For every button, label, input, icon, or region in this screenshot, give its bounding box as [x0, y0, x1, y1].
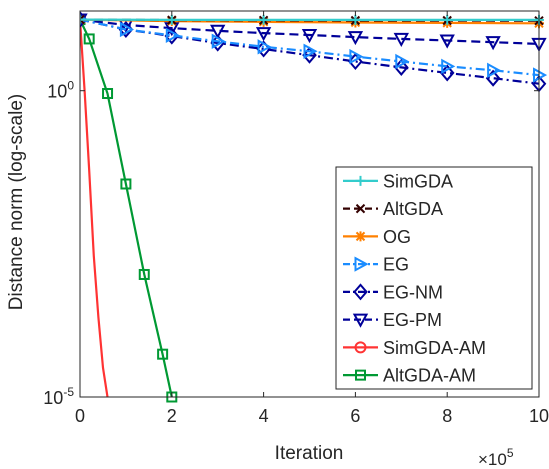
- data-point-simgda: [350, 14, 361, 25]
- data-point-eg: [211, 33, 226, 49]
- x-tick-label: 4: [259, 406, 269, 426]
- y-tick-label-base: 10: [43, 388, 63, 408]
- data-point-simgda: [442, 14, 453, 25]
- x-axis-exponent: ×105: [478, 446, 514, 469]
- data-point-altgda-am: [102, 88, 114, 100]
- legend-label: EG-NM: [383, 282, 443, 302]
- legend-entry-altgda: AltGDA: [343, 199, 443, 219]
- x-tick-label: 2: [167, 406, 177, 426]
- legend-swatch-marker: [355, 203, 366, 214]
- data-point-altgda: [80, 14, 85, 25]
- legend-swatch-marker: [354, 256, 369, 272]
- legend-swatch-marker: [353, 283, 368, 301]
- data-point-simgda: [258, 14, 269, 25]
- legend-label: EG-PM: [383, 310, 442, 330]
- y-tick-label: 10-5: [43, 385, 74, 408]
- data-point-eg: [395, 53, 410, 70]
- series-eg: [80, 15, 547, 83]
- series-line-simgda-am: [80, 19, 109, 398]
- data-point-altgda-am: [120, 178, 132, 190]
- x-tick-label: 10: [529, 406, 549, 426]
- legend-entry-simgda-am: SimGDA-AM: [343, 338, 486, 358]
- data-point-eg-pm: [347, 31, 364, 46]
- data-point-simgda: [80, 14, 85, 25]
- data-point-eg-pm: [439, 34, 455, 49]
- legend-entry-eg: EG: [343, 255, 409, 275]
- x-axis-label: Iteration: [275, 443, 344, 464]
- data-point-simgda: [166, 14, 177, 25]
- legend-entry-og: OG: [343, 227, 411, 247]
- x-tick-label: 8: [442, 406, 452, 426]
- legend-label: AltGDA-AM: [383, 366, 476, 386]
- legend-label: SimGDA: [383, 171, 453, 191]
- data-point-eg: [119, 21, 134, 38]
- data-point-eg-nm: [80, 11, 88, 29]
- data-point-altgda-am: [83, 33, 95, 45]
- data-point-altgda-am: [138, 268, 150, 280]
- series-line-altgda-am: [80, 19, 173, 398]
- series-line-eg: [80, 18, 540, 77]
- legend-entry-eg-nm: EG-NM: [343, 282, 443, 302]
- data-point-eg: [257, 39, 272, 55]
- legend-swatch-marker: [352, 313, 369, 328]
- legend-entry-eg-pm: EG-PM: [343, 310, 442, 330]
- legend-swatch-marker: [355, 175, 366, 186]
- axes-box: [79, 10, 540, 398]
- legend-entry-simgda: SimGDA: [343, 171, 453, 191]
- data-point-eg: [165, 27, 180, 44]
- series-simgda: [80, 14, 544, 25]
- legend-swatch-marker: [354, 341, 367, 354]
- y-tick-label: 100: [47, 79, 74, 102]
- legend-entry-altgda-am: AltGDA-AM: [343, 366, 476, 386]
- x-axis-exponent-base: ×10: [478, 450, 507, 469]
- x-tick-label: 0: [75, 406, 85, 426]
- data-point-eg: [441, 58, 456, 75]
- legend-label: SimGDA-AM: [383, 338, 486, 358]
- y-axis-label: Distance norm (log-scale): [6, 94, 27, 310]
- y-tick-label-base: 10: [47, 82, 67, 102]
- legend: SimGDA AltGDA OG EG EG-NM EG-PM SimGDA-AM AltGD…: [335, 166, 533, 390]
- legend-swatch-marker: [355, 369, 366, 381]
- plot-area: [80, 11, 547, 403]
- data-point-eg-pm: [301, 29, 318, 44]
- data-point-eg: [487, 62, 502, 79]
- series-line-eg-pm: [80, 18, 540, 45]
- y-tick-label-power: -5: [63, 385, 74, 399]
- legend-swatch-marker: [355, 231, 366, 242]
- x-tick-label: 6: [350, 406, 360, 426]
- legend-label: OG: [383, 227, 411, 247]
- data-point-eg: [303, 43, 318, 59]
- legend-label: EG: [383, 255, 409, 275]
- data-point-eg-pm: [485, 36, 501, 51]
- legend-label: AltGDA: [383, 199, 443, 219]
- data-point-eg-pm: [210, 24, 226, 39]
- legend-box: [335, 166, 533, 390]
- data-point-altgda-am: [157, 348, 169, 360]
- y-tick-label-power: 0: [67, 79, 74, 93]
- x-axis-exponent-power: 5: [507, 446, 514, 460]
- data-point-eg-pm: [255, 27, 272, 42]
- data-point-eg: [349, 48, 364, 65]
- data-point-eg-pm: [393, 32, 409, 48]
